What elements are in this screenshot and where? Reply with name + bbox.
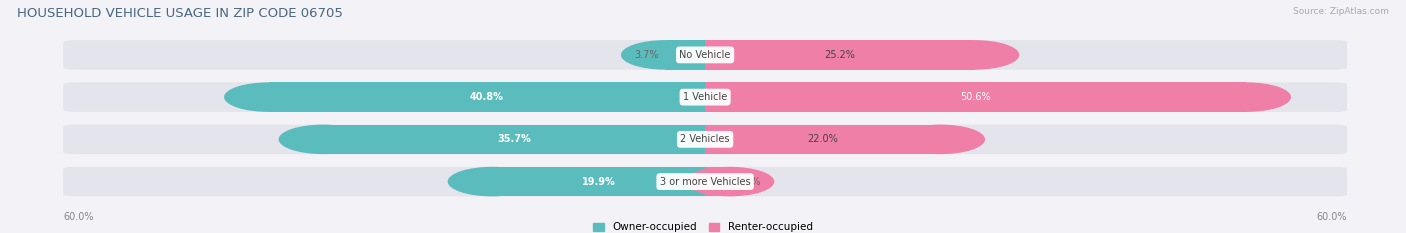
FancyBboxPatch shape (63, 82, 1347, 112)
Bar (269, 82, 704, 112)
Text: 3.7%: 3.7% (634, 50, 658, 60)
Bar (323, 125, 704, 154)
Ellipse shape (896, 125, 986, 154)
Text: 60.0%: 60.0% (1316, 212, 1347, 222)
Bar (704, 167, 730, 196)
Text: 2.3%: 2.3% (737, 177, 761, 187)
Text: 50.6%: 50.6% (960, 92, 991, 102)
FancyBboxPatch shape (63, 167, 1347, 196)
Text: HOUSEHOLD VEHICLE USAGE IN ZIP CODE 06705: HOUSEHOLD VEHICLE USAGE IN ZIP CODE 0670… (17, 7, 343, 20)
Text: 22.0%: 22.0% (807, 134, 838, 144)
Ellipse shape (931, 40, 1019, 70)
Ellipse shape (278, 125, 368, 154)
Ellipse shape (447, 167, 537, 196)
Text: Source: ZipAtlas.com: Source: ZipAtlas.com (1294, 7, 1389, 16)
Text: 40.8%: 40.8% (470, 92, 503, 102)
Legend: Owner-occupied, Renter-occupied: Owner-occupied, Renter-occupied (593, 223, 813, 233)
Text: 2 Vehicles: 2 Vehicles (681, 134, 730, 144)
Text: 35.7%: 35.7% (498, 134, 531, 144)
FancyBboxPatch shape (63, 125, 1347, 154)
Text: 1 Vehicle: 1 Vehicle (683, 92, 727, 102)
Ellipse shape (685, 167, 775, 196)
Bar (665, 40, 704, 70)
Bar (704, 82, 1246, 112)
Text: 60.0%: 60.0% (63, 212, 94, 222)
Text: 25.2%: 25.2% (824, 50, 855, 60)
Text: 3 or more Vehicles: 3 or more Vehicles (659, 177, 751, 187)
Text: 19.9%: 19.9% (582, 177, 616, 187)
Text: No Vehicle: No Vehicle (679, 50, 731, 60)
Ellipse shape (224, 82, 314, 112)
Bar (704, 40, 974, 70)
FancyBboxPatch shape (63, 40, 1347, 70)
Bar (492, 167, 704, 196)
Ellipse shape (621, 40, 710, 70)
Bar (704, 125, 941, 154)
Ellipse shape (1202, 82, 1291, 112)
